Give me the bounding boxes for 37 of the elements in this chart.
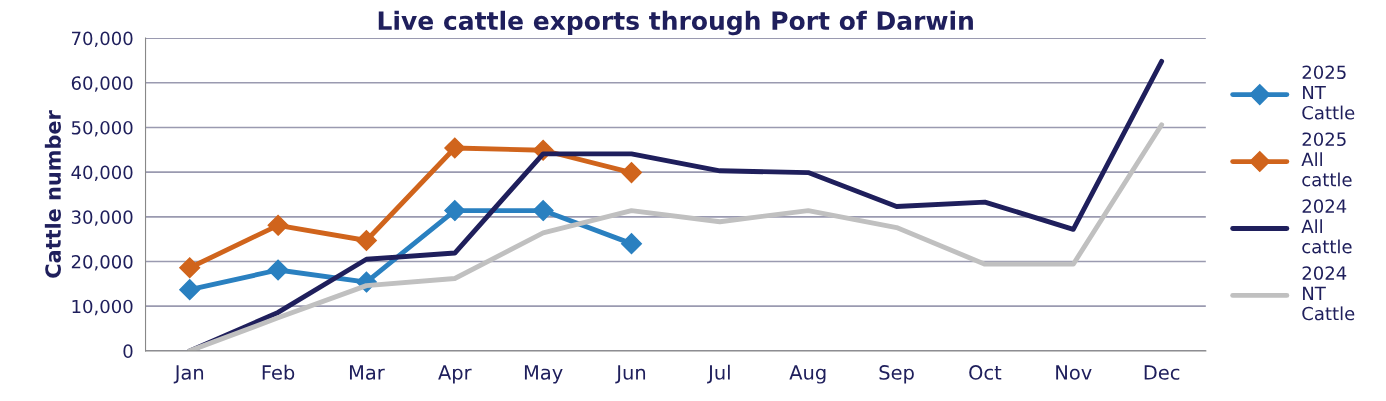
legend-label: 2025 All cattle xyxy=(1301,132,1352,187)
point xyxy=(444,137,466,159)
y-tick-label: 30,000 xyxy=(71,210,133,226)
y-tick-label: 10,000 xyxy=(72,299,133,316)
point xyxy=(444,200,466,222)
point xyxy=(267,259,289,281)
y-tick-label: 20,000 xyxy=(71,254,133,271)
legend-label: 2024 NT Cattle xyxy=(1302,266,1355,321)
y-axis-title: Cattle number xyxy=(44,110,61,278)
x-tick-label: Mar xyxy=(349,365,385,380)
x-tick-label: Dec xyxy=(1144,365,1180,380)
point xyxy=(620,233,643,255)
y-tick-label: 0 xyxy=(123,344,133,358)
y-tick-label: 60,000 xyxy=(71,76,133,92)
point xyxy=(179,257,201,279)
y-tick-label: 50,000 xyxy=(71,120,133,137)
x-tick-label: Nov xyxy=(1056,365,1092,380)
x-tick-label: Jan xyxy=(173,365,204,384)
x-tick-label: Jun xyxy=(615,365,646,384)
x-tick-label: Jul xyxy=(707,364,730,384)
x-tick-label: Sep xyxy=(879,365,914,384)
legend-label: 2024 All cattle xyxy=(1301,199,1352,254)
y-tick-label: 70,000 xyxy=(72,31,133,48)
point xyxy=(532,200,554,222)
legend-label: 2025 NT Cattle xyxy=(1302,65,1355,120)
x-tick-label: May xyxy=(524,365,563,384)
point xyxy=(620,162,643,184)
line-series xyxy=(187,122,1165,351)
chart-title: Live cattle exports through Port of Darwin xyxy=(378,10,973,36)
x-tick-label: Oct xyxy=(969,365,1002,380)
point xyxy=(179,279,201,301)
x-tick-label: Aug xyxy=(789,365,826,384)
point xyxy=(355,229,377,252)
y-tick-label: 40,000 xyxy=(71,165,133,182)
x-tick-label: Feb xyxy=(262,364,295,380)
point xyxy=(267,214,289,236)
x-tick-label: Apr xyxy=(438,365,472,384)
